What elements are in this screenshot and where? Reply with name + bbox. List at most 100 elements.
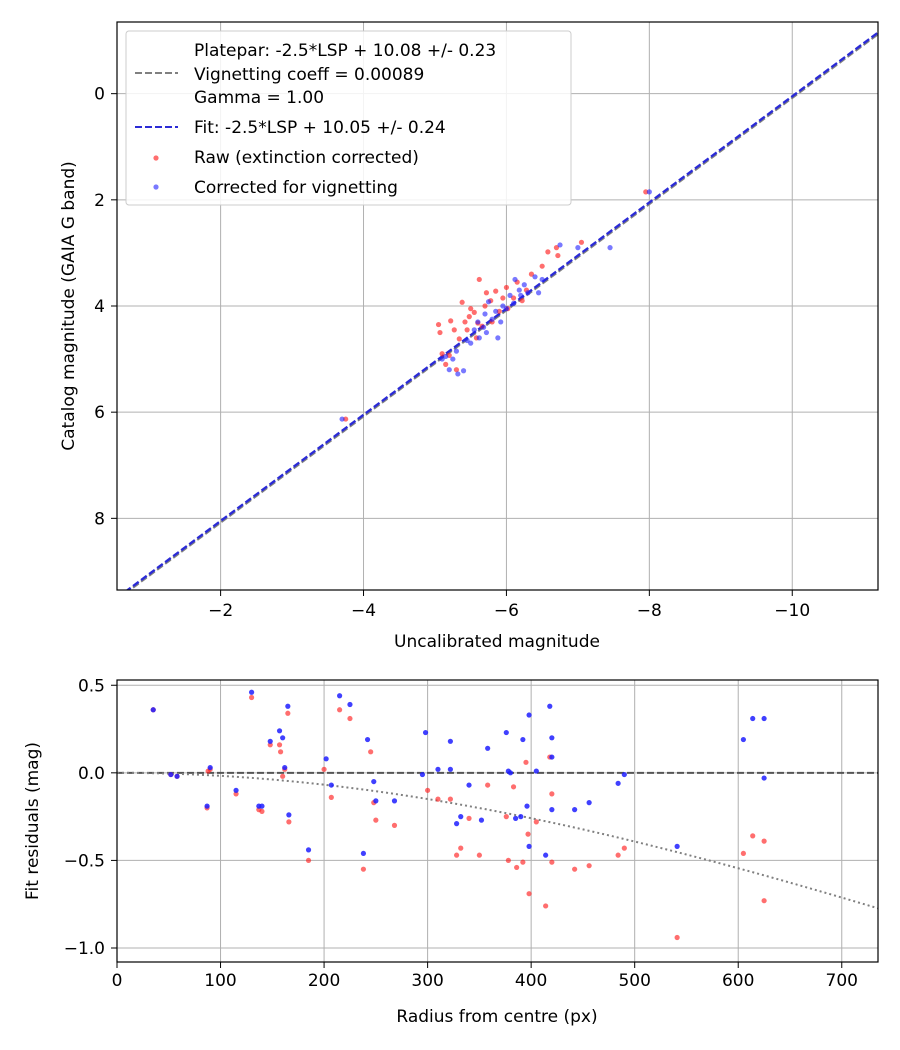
bottom-corrected-point [150,707,156,713]
top-corrected-point [439,356,445,362]
top-raw-point [468,306,474,312]
bottom-corrected-point [447,766,453,772]
top-raw-point [482,303,488,309]
bottom-corrected-point [543,852,549,858]
vignetting-curve [117,771,878,910]
top-corrected-point [539,276,545,283]
top-corrected-point [460,368,467,374]
bottom-raw-point [476,852,482,858]
bottom-corrected-point [347,701,353,708]
bottom-ticks: 0 100 200 300 400 500 600 700 0.5 0.0 −0.5 −1.0 [64,676,858,991]
top-scatter-points [339,189,652,422]
bottom-raw-point [526,891,532,897]
bottom-corrected-point [507,770,514,776]
bottom-x-tick-label: 500 [618,971,650,991]
bottom-y-tick-label: −1.0 [64,939,105,959]
top-corrected-point [646,189,652,195]
top-x-axis-label: Uncalibrated magnitude [394,632,600,652]
top-corrected-point [475,319,481,325]
legend-corrected-label: Corrected for vignetting [194,178,398,198]
bottom-corrected-point [447,738,453,744]
top-corrected-point [507,292,513,298]
top-raw-point [451,327,457,333]
bottom-raw-point [740,850,747,857]
bottom-corrected-point [549,754,555,760]
bottom-raw-point [347,715,353,722]
bottom-raw-point [520,859,526,865]
legend-platepar-line-3: Gamma = 1.00 [194,88,324,108]
top-corrected-point [510,300,517,306]
bottom-corrected-point [280,735,286,741]
top-corrected-point [532,274,538,280]
bottom-corrected-point [204,803,210,809]
bottom-x-tick-label: 200 [308,971,340,991]
legend-platepar-line-1: Platepar: -2.5*LSP + 10.08 +/- 0.23 [194,41,496,61]
bottom-corrected-point [466,782,472,788]
bottom-corrected-point [761,775,767,781]
top-corrected-point [471,327,477,333]
top-raw-point [519,298,525,304]
bottom-raw-point [514,864,520,871]
legend-raw-marker [153,155,159,161]
bottom-grid [116,680,878,962]
legend-box [125,30,572,206]
bottom-corrected-point [520,736,526,743]
bottom-corrected-point [533,768,539,774]
top-corrected-point [516,287,522,293]
top-raw-point [343,416,349,422]
bottom-raw-point [674,934,680,941]
bottom-corrected-point [740,736,747,743]
bottom-raw-point [321,766,327,772]
legend-platepar-line-2: Vignetting coeff = 0.00089 [194,65,424,85]
bottom-corrected-point [547,703,553,709]
bottom-corrected-point [305,847,312,853]
top-corrected-point [480,324,487,330]
bottom-corrected-point [168,771,174,778]
bottom-corrected-point [549,735,555,741]
top-raw-point [578,239,585,245]
top-ticks: −2 −4 −6 −8 −10 0 2 4 6 8 [94,85,810,621]
bottom-raw-point [425,787,431,793]
top-corrected-point [339,416,345,422]
bottom-plot-frame [116,679,879,963]
top-raw-point [496,308,502,314]
top-raw-point [456,336,462,342]
top-raw-point [500,295,506,301]
bottom-x-tick-label: 100 [204,971,236,991]
top-corrected-point [518,292,524,298]
top-corrected-point [495,335,501,341]
bottom-raw-point [368,749,374,755]
top-corrected-point [446,367,452,373]
top-raw-point [483,290,490,296]
bottom-corrected-point [526,712,532,718]
bottom-corrected-point [337,693,343,699]
top-corrected-point [485,299,492,305]
top-x-tick-label: −4 [351,601,376,621]
bottom-raw-point [572,866,578,872]
top-raw-point [464,327,470,333]
bottom-corrected-point [485,745,491,751]
top-corrected-point [493,308,499,314]
fit-line [125,31,878,590]
bottom-x-tick-label: 600 [722,971,754,991]
top-y-tick-label: 2 [94,191,105,211]
bottom-corrected-point [750,715,756,722]
bottom-corrected-point [360,850,367,857]
bottom-raw-point [525,831,531,837]
bottom-corrected-point [282,764,288,771]
top-corrected-point [468,340,474,346]
platepar-line [128,33,878,590]
top-y-axis-label: Catalog magnitude (GAIA G band) [59,161,79,451]
top-raw-point [643,189,649,195]
bottom-raw-point [485,782,491,788]
legend-fit-label: Fit: -2.5*LSP + 10.05 +/- 0.24 [194,118,446,138]
top-raw-point [448,318,454,324]
bottom-raw-point [761,838,767,844]
top-fit-lines [125,31,878,590]
bottom-raw-point [761,898,767,904]
bottom-raw-point [466,815,472,821]
top-corrected-point [525,290,531,296]
bottom-raw-point [280,773,286,779]
bottom-raw-point [454,852,460,858]
